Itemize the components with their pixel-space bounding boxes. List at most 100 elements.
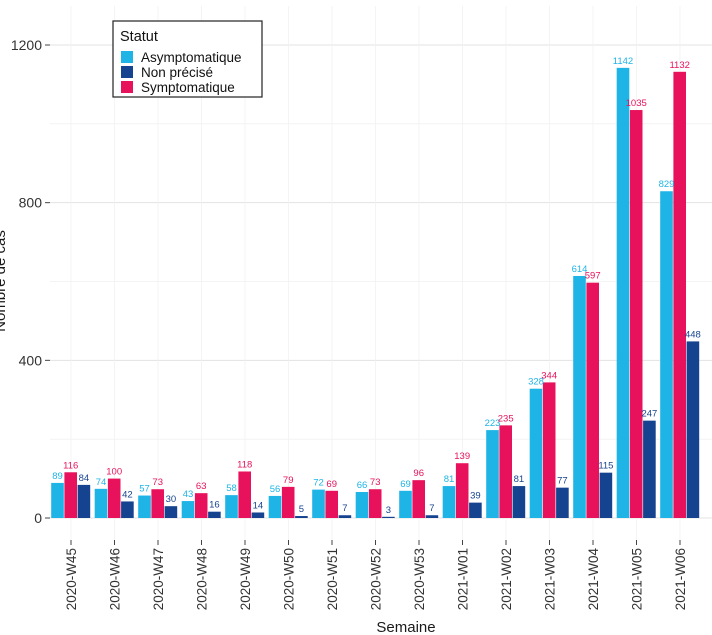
bar-asymptomatique	[268, 495, 282, 518]
x-tick-label: 2020-W53	[412, 548, 427, 610]
y-tick-label: 800	[19, 195, 43, 211]
bar-value-label: 3	[386, 505, 391, 516]
x-tick-label: 2020-W47	[151, 548, 166, 610]
grid-lines	[50, 6, 712, 540]
bar-value-label: 448	[685, 329, 701, 340]
bar-asymptomatique	[312, 489, 325, 518]
bar-asymptomatique	[51, 482, 64, 518]
x-axis-label: Semaine	[376, 619, 435, 635]
bar-value-label: 14	[253, 500, 264, 511]
bar-value-label: 597	[585, 271, 601, 282]
bar-asymptomatique	[181, 501, 195, 518]
bar-symptomatique	[455, 463, 469, 518]
x-tick-label: 2020-W46	[108, 548, 123, 610]
x-tick-label: 2020-W48	[195, 548, 210, 610]
bar-value-label: 43	[183, 489, 194, 500]
bar-value-label: 30	[166, 494, 177, 505]
legend-swatch	[121, 66, 133, 78]
bar-value-label: 77	[557, 476, 568, 487]
bar-value-label: 58	[226, 483, 237, 494]
bar-value-label: 69	[400, 479, 411, 490]
bar-value-label: 73	[370, 477, 381, 488]
bar-value-label: 96	[413, 468, 424, 479]
bar-value-label: 614	[572, 264, 588, 275]
bar-value-label: 39	[470, 491, 481, 502]
legend-title: Statut	[120, 29, 158, 45]
bar-value-label: 1035	[626, 98, 647, 109]
bar-symptomatique	[107, 478, 121, 518]
bar-value-label: 223	[485, 418, 501, 429]
x-tick-label: 2021-W06	[673, 548, 688, 610]
bar-symptomatique	[238, 471, 251, 518]
x-tick-label: 2021-W01	[456, 548, 471, 610]
bars	[51, 67, 700, 518]
bar-asymptomatique	[355, 491, 369, 518]
bar-asymptomatique	[442, 486, 456, 518]
bar-value-label: 247	[641, 409, 657, 420]
x-tick-label: 2021-W03	[543, 548, 558, 610]
y-axis: 0 400 800 1200	[11, 37, 50, 526]
bar-value-label: 73	[152, 477, 163, 488]
bar-value-label: 344	[541, 370, 557, 381]
bar-non-pr-cis-	[251, 512, 265, 518]
x-tick-label: 2021-W02	[499, 548, 514, 610]
bar-non-pr-cis-	[643, 420, 656, 518]
bar-symptomatique	[64, 472, 77, 518]
bar-symptomatique	[542, 382, 556, 518]
x-tick-label: 2020-W50	[282, 548, 297, 610]
bar-value-label: 139	[454, 451, 470, 462]
bar-non-pr-cis-	[77, 484, 91, 518]
bar-non-pr-cis-	[338, 515, 352, 518]
x-tick-label: 2021-W05	[630, 548, 645, 610]
bar-symptomatique	[412, 480, 425, 518]
bar-non-pr-cis-	[208, 511, 221, 518]
bar-symptomatique	[673, 71, 686, 518]
bar-asymptomatique	[138, 495, 151, 518]
bar-value-label: 81	[514, 474, 525, 485]
bar-non-pr-cis-	[686, 341, 700, 518]
legend-label: Non précisé	[141, 65, 213, 80]
bar-value-label: 72	[313, 478, 324, 489]
bar-asymptomatique	[94, 488, 108, 518]
bar-non-pr-cis-	[121, 501, 134, 518]
bar-asymptomatique	[529, 388, 543, 518]
bar-value-label: 42	[122, 489, 133, 500]
bar-value-label: 66	[357, 480, 368, 491]
bar-symptomatique	[368, 489, 382, 518]
bar-value-label: 84	[79, 473, 90, 484]
legend-label: Symptomatique	[141, 80, 235, 95]
bar-non-pr-cis-	[599, 472, 613, 518]
bar-asymptomatique	[660, 191, 673, 518]
bar-non-pr-cis-	[425, 515, 439, 518]
bar-symptomatique	[586, 282, 599, 518]
bar-value-label: 116	[63, 460, 78, 471]
bar-value-label: 89	[52, 471, 63, 482]
bar-non-pr-cis-	[556, 487, 569, 518]
x-tick-label: 2020-W49	[238, 548, 253, 610]
bar-symptomatique	[281, 486, 295, 518]
bar-asymptomatique	[616, 67, 630, 518]
x-tick-label: 2020-W52	[369, 548, 384, 610]
bar-asymptomatique	[399, 490, 412, 518]
bar-asymptomatique	[486, 430, 499, 518]
bar-value-label: 69	[326, 479, 337, 490]
y-axis-label: Nombre de cas	[0, 230, 9, 332]
bar-non-pr-cis-	[164, 506, 178, 518]
legend-swatch	[121, 51, 133, 63]
bar-symptomatique	[325, 490, 338, 518]
y-tick-label: 1200	[11, 37, 42, 53]
x-tick-label: 2020-W51	[325, 548, 340, 610]
bar-non-pr-cis-	[382, 516, 395, 518]
bar-value-label: 74	[96, 477, 107, 488]
bar-non-pr-cis-	[512, 486, 526, 518]
y-tick-label: 0	[34, 510, 42, 526]
bar-asymptomatique	[573, 275, 586, 518]
x-tick-label: 2020-W45	[64, 548, 79, 610]
bar-value-label: 100	[106, 467, 122, 478]
x-axis: 2020-W45 2020-W46 2020-W47 2020-W48 2020-W49…	[64, 540, 688, 610]
